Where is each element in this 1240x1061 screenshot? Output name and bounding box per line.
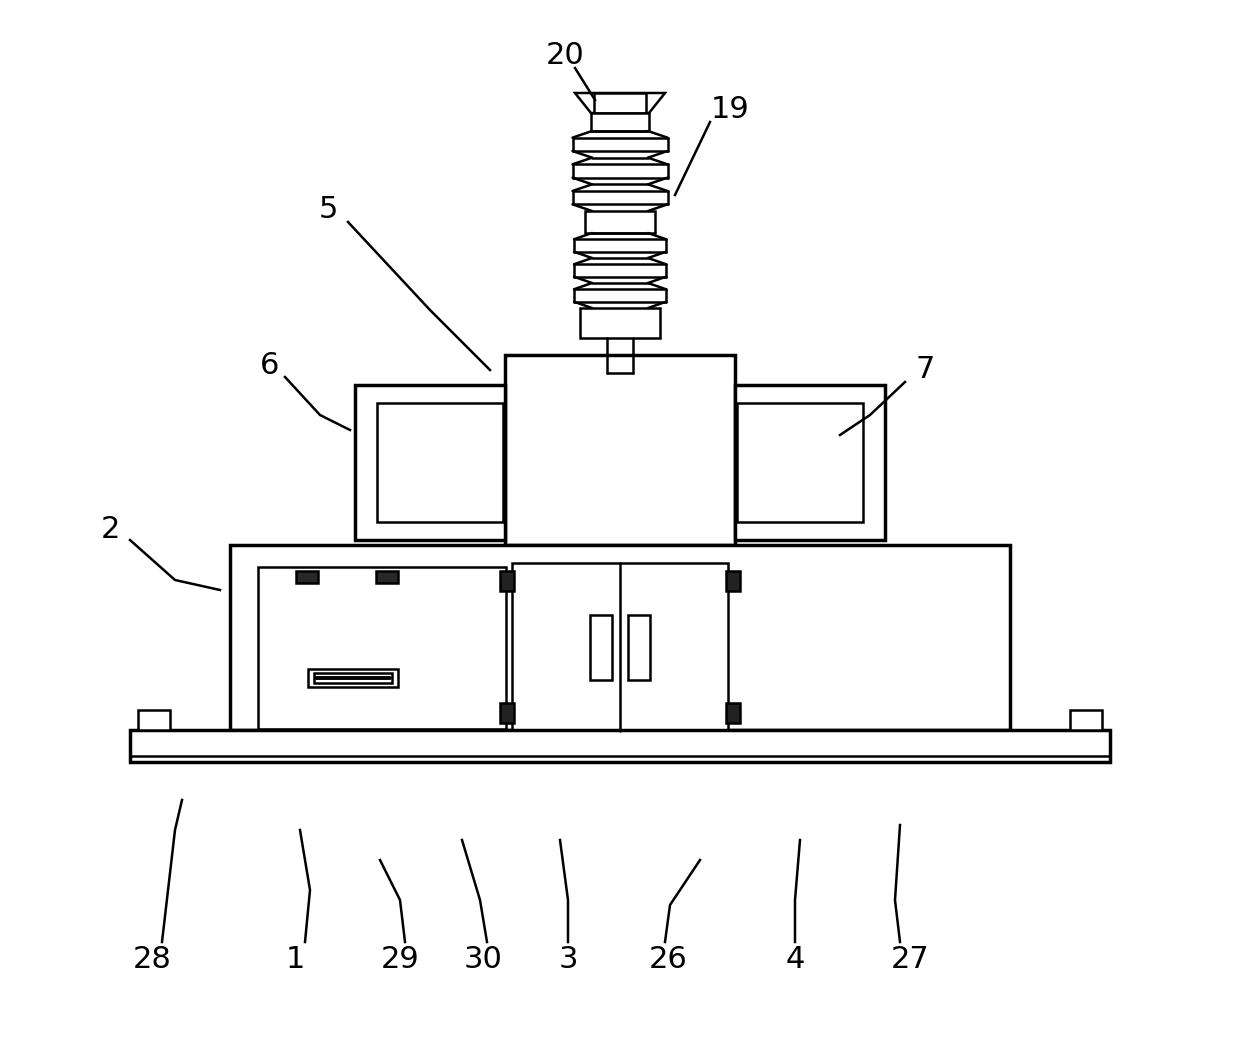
Bar bbox=[594, 93, 646, 114]
Bar bbox=[512, 563, 728, 731]
Bar bbox=[258, 567, 506, 729]
Bar bbox=[735, 385, 885, 540]
Text: 7: 7 bbox=[915, 355, 935, 384]
Bar bbox=[376, 571, 398, 582]
Text: 30: 30 bbox=[464, 945, 502, 974]
Bar bbox=[585, 211, 655, 233]
Text: 3: 3 bbox=[558, 945, 578, 974]
Bar bbox=[505, 355, 735, 545]
Bar bbox=[725, 703, 740, 723]
Bar bbox=[1070, 710, 1102, 730]
Bar bbox=[355, 385, 505, 540]
Bar bbox=[500, 703, 515, 723]
Bar bbox=[296, 571, 317, 582]
Text: 4: 4 bbox=[785, 945, 805, 974]
Text: 28: 28 bbox=[133, 945, 171, 974]
Polygon shape bbox=[575, 93, 665, 114]
Text: 19: 19 bbox=[711, 95, 749, 124]
Bar bbox=[580, 308, 660, 338]
Bar bbox=[308, 669, 398, 688]
Bar bbox=[314, 673, 392, 683]
Bar bbox=[737, 403, 863, 522]
Bar bbox=[591, 114, 649, 131]
Text: 2: 2 bbox=[100, 516, 120, 544]
Bar bbox=[130, 730, 1110, 762]
Bar bbox=[377, 403, 503, 522]
Text: 20: 20 bbox=[546, 40, 584, 70]
Text: 29: 29 bbox=[381, 945, 419, 974]
Text: 6: 6 bbox=[260, 350, 280, 380]
Bar bbox=[500, 571, 515, 591]
Bar bbox=[725, 571, 740, 591]
Text: 26: 26 bbox=[649, 945, 687, 974]
Bar bbox=[229, 545, 1011, 730]
Text: 5: 5 bbox=[319, 195, 337, 225]
Bar bbox=[590, 615, 613, 680]
Bar bbox=[138, 710, 170, 730]
Bar bbox=[627, 615, 650, 680]
Text: 1: 1 bbox=[285, 945, 305, 974]
Text: 27: 27 bbox=[890, 945, 929, 974]
